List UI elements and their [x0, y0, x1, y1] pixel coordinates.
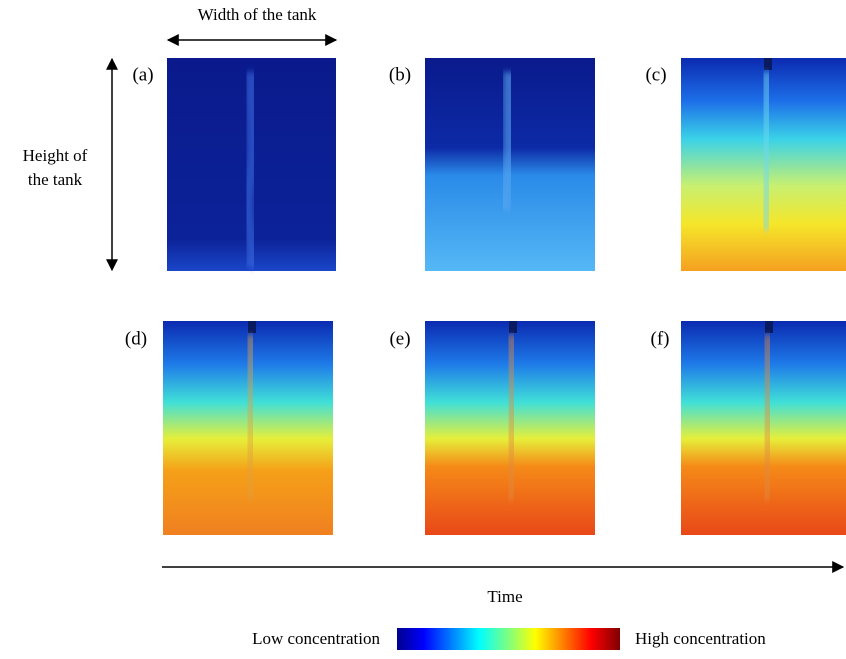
- colorbar-high-label: High concentration: [635, 629, 766, 648]
- panel: (c): [645, 58, 846, 271]
- height-label: Height of: [23, 146, 88, 165]
- panel-label: (c): [645, 64, 666, 85]
- plume: [757, 71, 776, 231]
- panel-label: (e): [389, 328, 410, 349]
- nozzle: [765, 321, 773, 333]
- nozzle: [248, 321, 256, 333]
- panel-label: (f): [651, 328, 670, 349]
- panel: (f): [651, 321, 846, 535]
- plume: [241, 334, 260, 501]
- panel: (e): [389, 321, 595, 535]
- plume: [497, 71, 517, 212]
- plume: [758, 334, 777, 501]
- time-label: Time: [487, 587, 522, 606]
- panel-label: (b): [389, 64, 411, 85]
- panel: (a): [132, 58, 336, 271]
- plume: [502, 334, 521, 501]
- nozzle: [764, 58, 772, 70]
- plume: [240, 71, 261, 270]
- nozzle: [509, 321, 517, 333]
- panel-label: (a): [132, 64, 153, 85]
- colorbar: [397, 628, 620, 650]
- panel: (d): [125, 321, 333, 535]
- height-label: the tank: [28, 170, 83, 189]
- width-label: Width of the tank: [198, 5, 317, 24]
- panel: (b): [389, 58, 595, 271]
- colorbar-low-label: Low concentration: [252, 629, 380, 648]
- panel-label: (d): [125, 328, 147, 349]
